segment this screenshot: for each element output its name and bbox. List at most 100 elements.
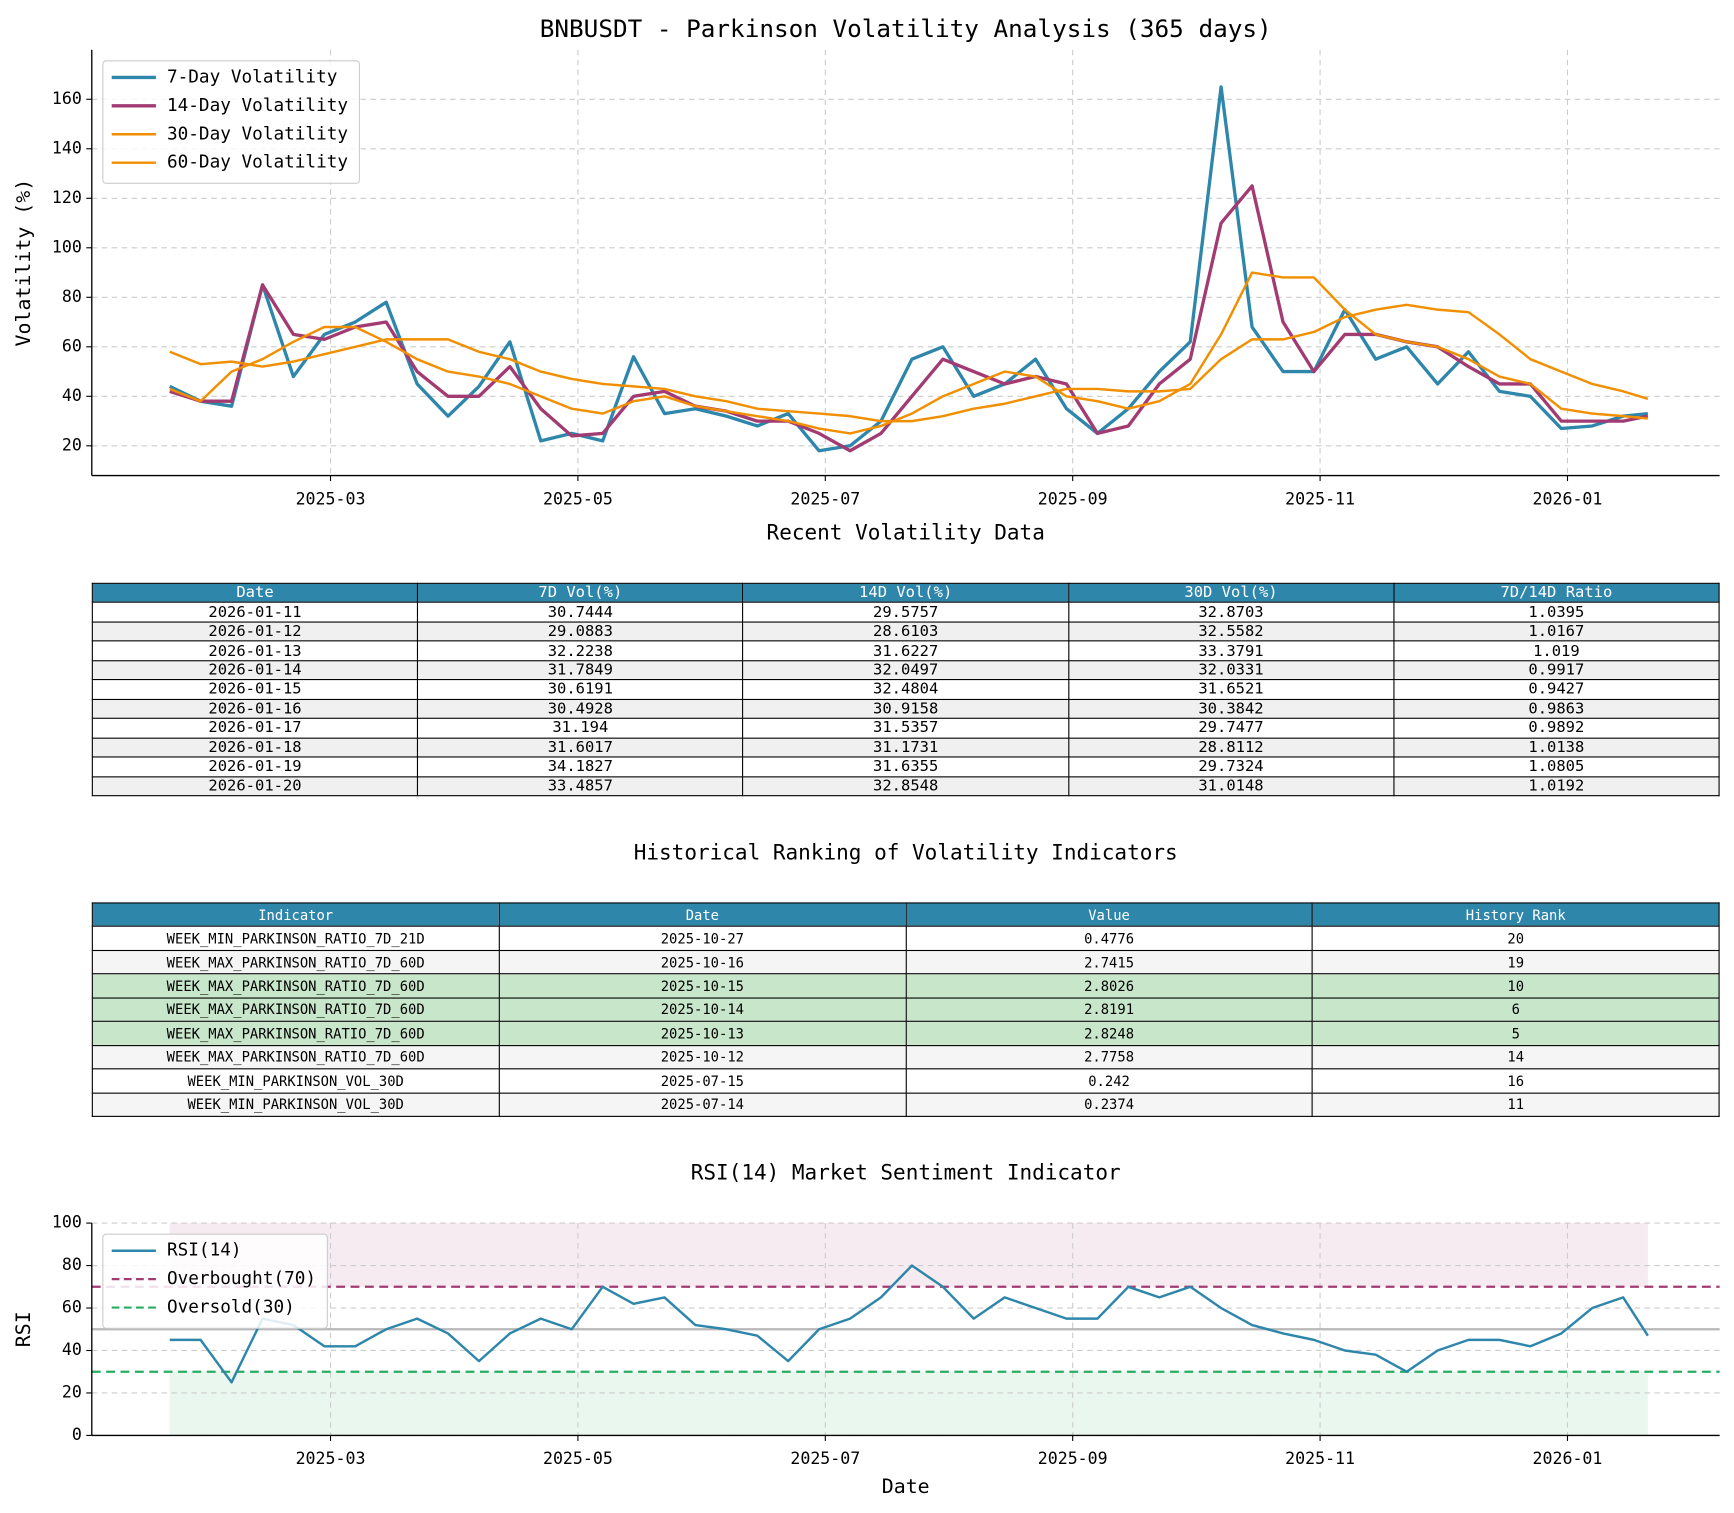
data-table: Indicator Date Value History Rank WEEK_MIN_P… [91, 902, 1720, 1117]
table-cell: WEEK_MAX_PARKINSON_RATIO_7D_60D [91, 997, 500, 1023]
table-cell: 29.5757 [742, 602, 1069, 623]
table-cell: 1.0138 [1393, 737, 1720, 758]
header-row: Indicator Date Value History Rank [91, 902, 1720, 928]
table-row: WEEK_MAX_PARKINSON_RATIO_7D_60D 2025-10-1… [91, 949, 1720, 975]
table-cell: 29.0883 [417, 621, 744, 642]
table-cell: 2026-01-15 [91, 679, 419, 700]
chart-title: RSI(14) Market Sentiment Indicator [691, 1159, 1121, 1184]
legend-label: 60-Day Volatility [167, 153, 348, 173]
table-row: 2026-01-12 29.0883 28.6103 32.5582 1.0167 [91, 621, 1720, 642]
table-header: Date 7D Vol(%) 14D Vol(%) 30D Vol(%) 7D/14D … [91, 582, 1720, 604]
table-cell: 32.0497 [742, 659, 1069, 681]
table-cell: 31.0148 [1067, 775, 1395, 797]
table-cell: 2025-10-13 [498, 1020, 907, 1046]
table-cell: 33.3791 [1067, 640, 1395, 662]
x-tick-label: 2025-03 [296, 1449, 366, 1468]
table-cell: 2025-10-16 [498, 949, 907, 975]
table-cell: 31.6227 [742, 640, 1069, 662]
y-tick-label: 160 [52, 89, 82, 108]
table-body: WEEK_MIN_PARKINSON_RATIO_7D_21D 2025-10-2… [91, 926, 1720, 1117]
table-row: 2026-01-13 32.2238 31.6227 33.3791 1.019 [91, 640, 1720, 662]
table-header: Indicator Date Value History Rank [91, 902, 1720, 928]
y-tick-label: 80 [62, 287, 82, 306]
table-cell: 32.0331 [1067, 659, 1395, 681]
table-cell: 5 [1311, 1020, 1720, 1046]
table-row: WEEK_MAX_PARKINSON_RATIO_7D_60D 2025-10-1… [91, 973, 1720, 999]
x-tick-label: 2025-11 [1285, 489, 1355, 508]
x-tick-label: 2025-05 [543, 489, 613, 508]
table-cell: 29.7324 [1067, 756, 1395, 777]
table-cell: 2.7758 [905, 1044, 1313, 1070]
table-cell: 1.0395 [1393, 602, 1720, 623]
header-row: Date 7D Vol(%) 14D Vol(%) 30D Vol(%) 7D/14D … [91, 582, 1720, 604]
table-cell: 32.8548 [742, 775, 1069, 797]
table-row: WEEK_MIN_PARKINSON_RATIO_7D_21D 2025-10-2… [91, 926, 1720, 951]
y-tick-label: 0 [72, 1425, 82, 1444]
table-cell: 32.8703 [1067, 602, 1395, 623]
table-cell: WEEK_MAX_PARKINSON_RATIO_7D_60D [91, 1044, 500, 1070]
column-header: Date [498, 902, 907, 928]
y-tick-label: 60 [62, 336, 82, 355]
table-cell: 30.4928 [417, 698, 744, 720]
table-cell: 32.5582 [1067, 621, 1395, 642]
y-tick-label: 20 [62, 1382, 82, 1401]
legend-label: Overbought(70) [167, 1269, 316, 1289]
legend-label: 7-Day Volatility [167, 67, 337, 87]
table-cell: 31.6355 [742, 756, 1069, 777]
table-row: 2026-01-14 31.7849 32.0497 32.0331 0.9917 [91, 659, 1720, 681]
table-cell: 1.0167 [1393, 621, 1720, 642]
table-cell: WEEK_MIN_PARKINSON_RATIO_7D_21D [91, 926, 500, 951]
x-tick-label: 2025-07 [790, 1449, 860, 1468]
table-cell: 32.2238 [417, 640, 744, 662]
column-header: Indicator [91, 902, 500, 928]
table-cell: 0.9427 [1393, 679, 1720, 700]
y-tick-label: 40 [62, 1340, 82, 1359]
table-cell: 29.7477 [1067, 717, 1395, 739]
table-cell: 31.1731 [742, 737, 1069, 758]
table-title: Historical Ranking of Volatility Indicat… [633, 840, 1178, 865]
x-tick-label: 2025-07 [790, 489, 860, 508]
table-cell: 2025-07-15 [498, 1068, 907, 1094]
series-line [169, 303, 1649, 423]
table-cell: 30.9158 [742, 698, 1069, 720]
y-tick-label: 140 [52, 138, 82, 157]
table-cell: 31.7849 [417, 659, 744, 681]
table-cell: 32.4804 [742, 679, 1069, 700]
legend-label: 30-Day Volatility [167, 124, 348, 144]
table-cell: 2.8026 [905, 973, 1313, 999]
y-tick-label: 20 [62, 435, 82, 454]
table-cell: 10 [1311, 973, 1720, 999]
legend-box [102, 60, 360, 184]
table-cell: 2026-01-18 [91, 737, 419, 758]
table-cell: 31.6521 [1067, 679, 1395, 700]
table-cell: 31.6017 [417, 737, 744, 758]
table-row: 2026-01-15 30.6191 32.4804 31.6521 0.9427 [91, 679, 1720, 700]
y-axis-label: RSI [12, 1311, 35, 1347]
table-cell: 30.7444 [417, 602, 744, 623]
table-cell: 2.7415 [905, 949, 1313, 975]
table-title: Recent Volatility Data [766, 520, 1045, 546]
table-cell: 14 [1311, 1044, 1720, 1070]
legend-box [102, 1233, 328, 1329]
y-tick-label: 100 [52, 1213, 82, 1232]
table-cell: 2025-10-12 [498, 1044, 907, 1070]
table-cell: 34.1827 [417, 756, 744, 777]
x-tick-label: 2025-03 [296, 489, 366, 508]
x-tick-label: 2025-09 [1038, 489, 1108, 508]
table-cell: 0.4776 [905, 926, 1313, 951]
table-cell: 30.3842 [1067, 698, 1395, 720]
table-cell: 2026-01-17 [91, 717, 419, 739]
table-row: WEEK_MAX_PARKINSON_RATIO_7D_60D 2025-10-1… [91, 1020, 1720, 1046]
column-header: Date [91, 582, 419, 604]
table-cell: 2.8191 [905, 997, 1313, 1023]
table-cell: 1.0192 [1393, 775, 1720, 797]
y-tick-label: 60 [62, 1298, 82, 1317]
y-axis-label: Volatility (%) [12, 179, 35, 347]
table-cell: 0.242 [905, 1068, 1313, 1094]
table-cell: 31.194 [417, 717, 744, 739]
table-cell: 0.9892 [1393, 717, 1720, 739]
column-header: 7D Vol(%) [417, 582, 744, 604]
table-cell: 2.8248 [905, 1020, 1313, 1046]
